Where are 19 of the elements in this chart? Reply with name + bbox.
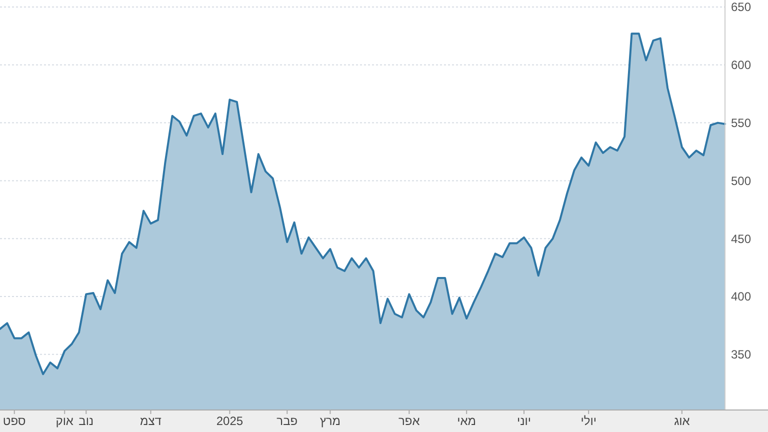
x-tick-label: יוני: [516, 414, 532, 428]
x-tick-label: מרץ: [320, 414, 341, 428]
y-tick-label: 600: [731, 58, 752, 72]
x-tick-label: מאי: [457, 414, 476, 428]
x-tick-label: 2025: [216, 414, 244, 428]
y-tick-label: 400: [731, 290, 752, 304]
x-tick-label: ספט: [2, 414, 26, 428]
y-tick-label: 550: [731, 116, 752, 130]
y-tick-label: 500: [731, 174, 752, 188]
x-tick-label: דצמ: [140, 414, 162, 428]
x-tick-label: אפר: [398, 414, 420, 428]
x-tick-label: יולי: [580, 414, 596, 428]
y-tick-label: 650: [731, 0, 752, 14]
x-tick-label: נוב: [78, 414, 94, 428]
y-tick-label: 350: [731, 348, 752, 362]
x-tick-label: אוק: [56, 414, 74, 428]
x-tick-label: אוג: [674, 414, 690, 428]
y-tick-label: 450: [731, 232, 752, 246]
x-tick-label: פבר: [276, 414, 298, 428]
